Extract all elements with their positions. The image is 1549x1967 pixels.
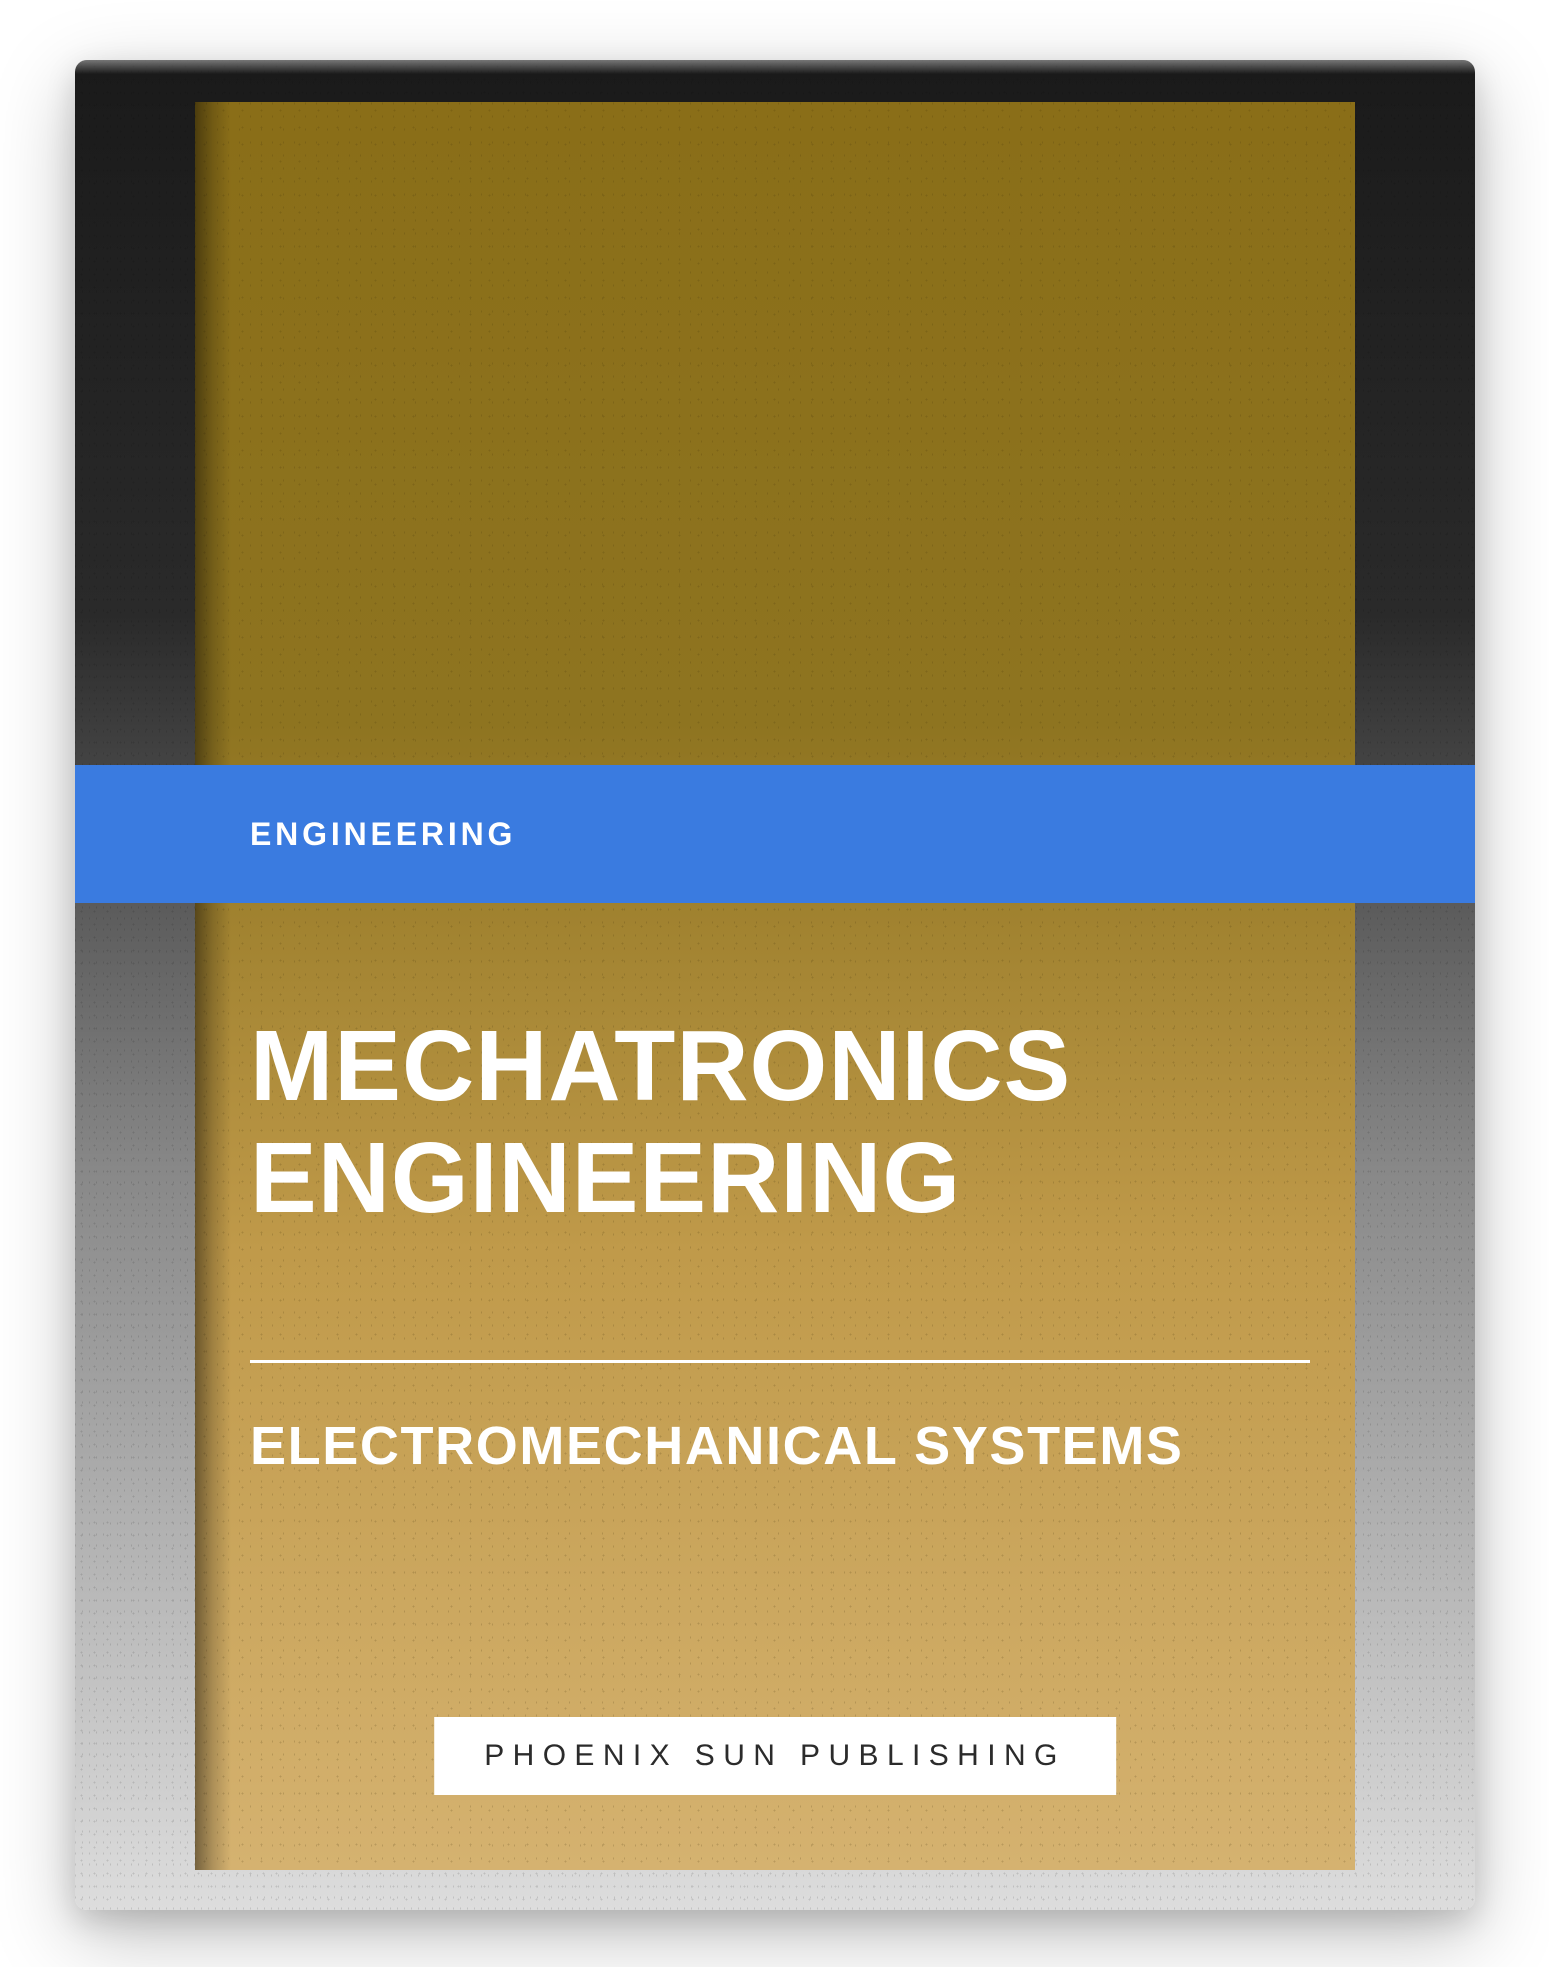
- title-divider: [250, 1360, 1310, 1363]
- category-label: ENGINEERING: [250, 816, 516, 853]
- title-block: MECHATRONICS ENGINEERING: [250, 1010, 1310, 1234]
- publisher-label: PHOENIX SUN PUBLISHING: [484, 1739, 1066, 1773]
- gold-panel: [195, 102, 1355, 1870]
- title-line-1: MECHATRONICS: [250, 1010, 1310, 1122]
- book-cover: ENGINEERING MECHATRONICS ENGINEERING ELE…: [75, 60, 1475, 1910]
- category-band: ENGINEERING: [75, 765, 1475, 903]
- subtitle: ELECTROMECHANICAL SYSTEMS: [250, 1415, 1184, 1477]
- gold-texture: [195, 102, 1355, 1870]
- publisher-box: PHOENIX SUN PUBLISHING: [434, 1717, 1116, 1795]
- top-edge-highlight: [75, 60, 1475, 74]
- title-line-2: ENGINEERING: [250, 1122, 1310, 1234]
